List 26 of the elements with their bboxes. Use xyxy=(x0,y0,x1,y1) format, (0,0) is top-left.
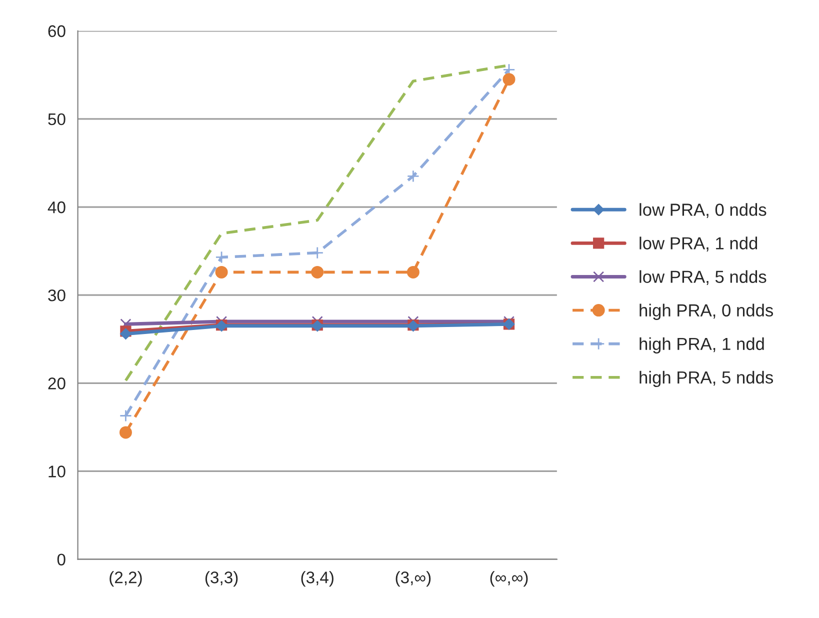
point xyxy=(215,266,228,278)
y-tick-label: 10 xyxy=(48,466,66,478)
y-tick-label: 20 xyxy=(48,378,66,390)
x-tick-label: (3,∞) xyxy=(396,571,431,587)
x-tick-label: (∞,∞) xyxy=(490,571,528,587)
point xyxy=(311,266,324,278)
legend-label: high PRA, 5 ndds xyxy=(640,370,774,388)
legend-label: high PRA, 1 ndd xyxy=(640,337,764,354)
x-tick-label: (3,4) xyxy=(301,571,334,587)
point xyxy=(406,266,420,278)
legend-label: low PRA, 1 ndd xyxy=(640,236,758,252)
y-tick-label: 30 xyxy=(48,289,66,302)
y-tick-label: 50 xyxy=(48,113,66,126)
x-tick-label: (3,3) xyxy=(205,571,238,587)
legend-label: low PRA, 0 ndds xyxy=(640,203,766,218)
y-tick-label: 40 xyxy=(48,201,66,214)
point xyxy=(502,73,516,86)
x-tick-label: (2,2) xyxy=(110,571,142,587)
point xyxy=(406,170,420,182)
legend-label: low PRA, 5 ndds xyxy=(640,270,766,286)
y-tick-label: 60 xyxy=(48,25,66,38)
point xyxy=(119,409,132,422)
point xyxy=(120,328,132,340)
legend-label: high PRA, 0 ndds xyxy=(640,304,774,320)
point xyxy=(119,426,132,439)
y-tick-label: 0 xyxy=(57,554,66,566)
